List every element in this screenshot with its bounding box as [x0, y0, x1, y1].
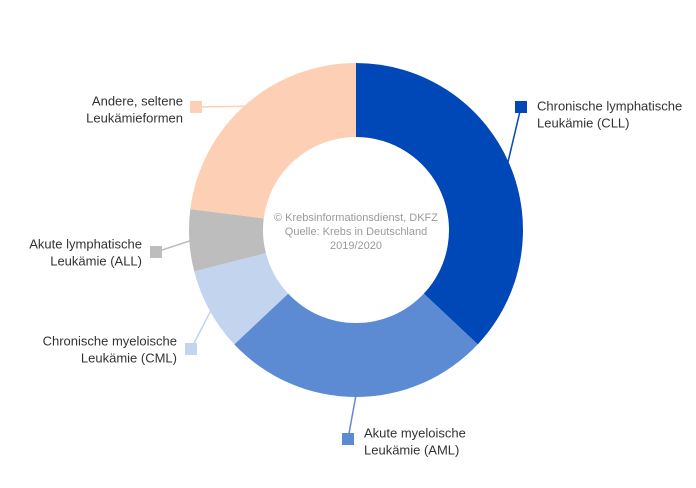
label-all-line1: Akute lymphatische	[29, 236, 142, 251]
label-all-line2: Leukämie (ALL)	[50, 253, 142, 268]
slice-other-leader	[195, 105, 247, 108]
slice-aml-leader	[347, 394, 357, 440]
leader-lines	[155, 105, 522, 440]
slice-aml	[234, 293, 478, 398]
legend-marker-all	[150, 246, 162, 258]
slice-labels: Chronische lymphatische Leukämie (CLL) A…	[29, 93, 682, 457]
label-other-line2: Leukämieformen	[86, 110, 183, 125]
center-source: Quelle: Krebs in Deutschland	[285, 226, 427, 238]
label-cml-line1: Chronische myeloische	[43, 333, 177, 348]
slice-cml	[194, 253, 289, 345]
label-cml-line2: Leukämie (CML)	[81, 350, 177, 365]
label-cll-line2: Leukämie (CLL)	[537, 115, 630, 130]
label-aml-line1: Akute myeloische	[364, 425, 466, 440]
slice-cll-leader	[506, 106, 522, 165]
center-year: 2019/2020	[330, 240, 382, 252]
legend-marker-cml	[185, 343, 197, 355]
label-aml-line2: Leukämie (AML)	[364, 442, 459, 457]
slice-cml-leader	[190, 309, 213, 350]
label-cll-line1: Chronische lymphatische	[537, 98, 682, 113]
label-other-line1: Andere, seltene	[92, 93, 183, 108]
legend-marker-cll	[515, 101, 527, 113]
center-copyright: © Krebsinformationsdienst, DKFZ	[274, 212, 438, 224]
slice-other	[190, 63, 356, 219]
legend-marker-aml	[342, 433, 354, 445]
slice-cll	[356, 63, 524, 345]
slice-all	[189, 209, 266, 272]
center-caption: © Krebsinformationsdienst, DKFZ Quelle: …	[274, 212, 438, 252]
donut-slices	[189, 63, 524, 398]
legend-marker-other	[190, 101, 202, 113]
